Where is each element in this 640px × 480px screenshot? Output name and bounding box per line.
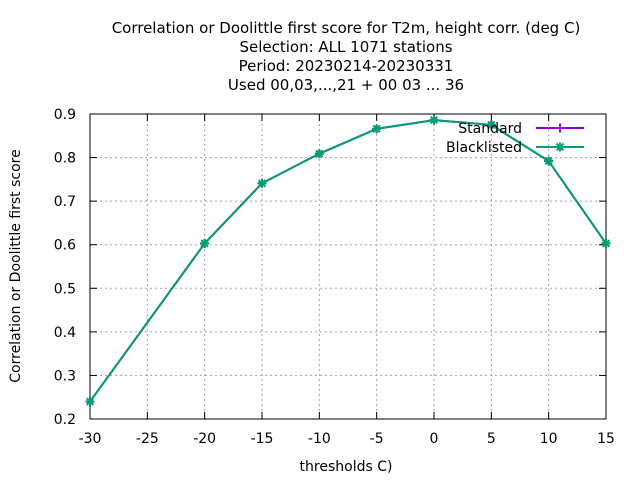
- x-axis-ticks: -30 -25 -20 -15 -10 -5 0 5 10 15: [79, 114, 615, 447]
- series-blacklisted: [85, 115, 611, 407]
- x-tick-label: -15: [251, 431, 274, 447]
- x-tick-label: 15: [597, 431, 615, 447]
- data-point: [429, 115, 439, 125]
- y-axis-ticks: 0.2 0.3 0.4 0.5 0.6 0.7 0.8 0.9: [54, 107, 606, 428]
- data-point: [372, 124, 382, 134]
- x-tick-label: -25: [136, 431, 159, 447]
- legend: Standard Blacklisted: [446, 121, 584, 156]
- chart-title: Correlation or Doolittle first score for…: [112, 19, 581, 94]
- y-tick-label: 0.2: [54, 412, 76, 428]
- legend-marker: [555, 123, 565, 133]
- y-tick-label: 0.3: [54, 368, 76, 384]
- plot-frame: [89, 113, 607, 420]
- y-tick-label: 0.4: [54, 325, 76, 341]
- series-line: [89, 119, 607, 403]
- title-line-2: Selection: ALL 1071 stations: [239, 38, 452, 56]
- y-tick-label: 0.8: [54, 151, 76, 167]
- gridlines: [90, 114, 606, 419]
- data-point: [85, 397, 95, 407]
- title-line-3: Period: 20230214-20230331: [239, 57, 454, 75]
- legend-label: Standard: [458, 121, 522, 137]
- x-tick-label: 10: [540, 431, 558, 447]
- legend-marker: [555, 142, 565, 152]
- legend-entry-standard: Standard: [458, 121, 584, 137]
- data-point: [601, 238, 611, 248]
- data-point: [544, 156, 554, 166]
- y-tick-label: 0.9: [54, 107, 76, 123]
- data-point: [314, 149, 324, 159]
- x-tick-label: 5: [487, 431, 496, 447]
- x-axis-label: thresholds C): [300, 459, 393, 475]
- series-standard: [85, 115, 611, 407]
- title-line-4: Used 00,03,...,21 + 00 03 ... 36: [228, 76, 464, 94]
- y-tick-label: 0.5: [54, 281, 76, 297]
- data-point: [200, 238, 210, 248]
- x-tick-label: -10: [308, 431, 331, 447]
- x-tick-label: 0: [430, 431, 439, 447]
- title-line-1: Correlation or Doolittle first score for…: [112, 19, 581, 37]
- series-layer: [85, 115, 611, 407]
- y-axis-label: Correlation or Doolittle first score: [8, 149, 24, 382]
- legend-label: Blacklisted: [446, 140, 522, 156]
- series-line: [89, 119, 607, 403]
- x-tick-label: -30: [79, 431, 102, 447]
- data-point: [257, 178, 267, 188]
- x-tick-label: -20: [193, 431, 216, 447]
- y-tick-label: 0.7: [54, 194, 76, 210]
- x-tick-label: -5: [370, 431, 384, 447]
- y-tick-label: 0.6: [54, 238, 76, 254]
- data-point: [486, 120, 496, 130]
- legend-entry-blacklisted: Blacklisted: [446, 140, 584, 156]
